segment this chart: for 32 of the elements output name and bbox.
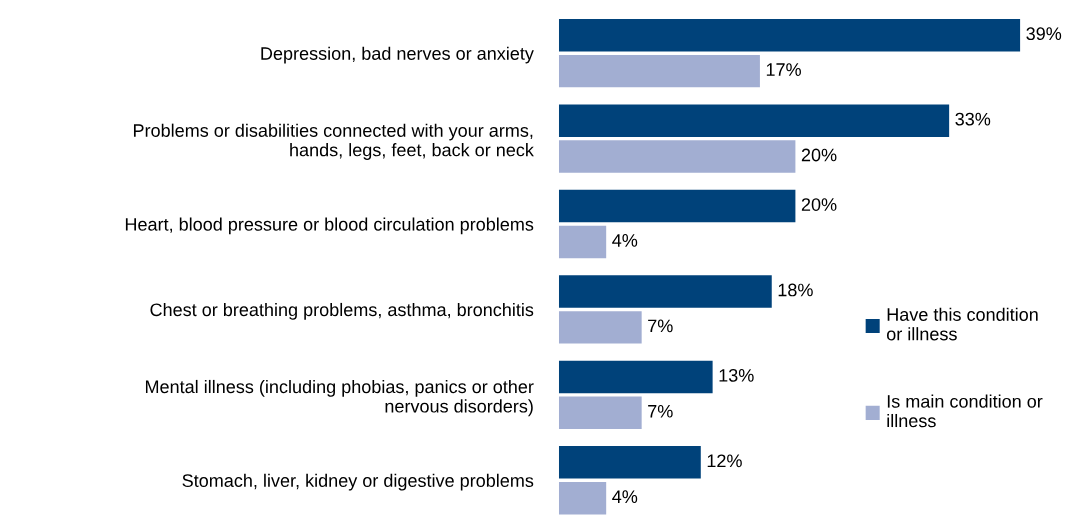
bar bbox=[558, 446, 701, 479]
bar bbox=[558, 19, 1021, 52]
data-label: 39% bbox=[1026, 27, 1062, 41]
data-label: 4% bbox=[612, 234, 638, 247]
data-label: 17% bbox=[766, 63, 801, 76]
y-tick-label: Heart, blood pressure or blood circulation problems bbox=[125, 217, 534, 235]
y-tick-label: Depression, bad nerves or anxiety bbox=[261, 46, 534, 64]
bar bbox=[558, 140, 796, 173]
bar bbox=[558, 54, 760, 88]
bar bbox=[558, 360, 713, 394]
data-label: 7% bbox=[648, 319, 673, 333]
data-label: 33% bbox=[955, 112, 991, 126]
y-tick-label: Mental illness (including phobias, panics or other nervous disorders) bbox=[145, 379, 534, 417]
bar bbox=[558, 482, 607, 515]
y-tick-label: Stomach, liver, kidney or digestive problems bbox=[182, 473, 534, 491]
bar bbox=[558, 396, 642, 430]
data-label: 18% bbox=[778, 283, 813, 297]
bar bbox=[558, 275, 772, 308]
data-label: 4% bbox=[612, 490, 638, 503]
bar bbox=[558, 104, 950, 137]
data-label: 7% bbox=[648, 404, 673, 418]
data-label: 20% bbox=[801, 148, 837, 162]
bar bbox=[558, 311, 642, 344]
bar bbox=[558, 189, 796, 223]
bar bbox=[558, 225, 607, 259]
y-tick-label: Chest or breathing problems, asthma, bronchitis bbox=[150, 302, 534, 320]
data-label: 12% bbox=[707, 454, 742, 468]
legend-label: Have this condition or illness bbox=[886, 307, 1038, 341]
data-label: 20% bbox=[801, 198, 837, 211]
data-label: 13% bbox=[719, 368, 754, 382]
legend-label: Is main condition or illness bbox=[887, 394, 1043, 428]
y-tick-label: Problems or disabilities connected with your arms, hands, legs, feet, back or neck bbox=[133, 123, 534, 160]
